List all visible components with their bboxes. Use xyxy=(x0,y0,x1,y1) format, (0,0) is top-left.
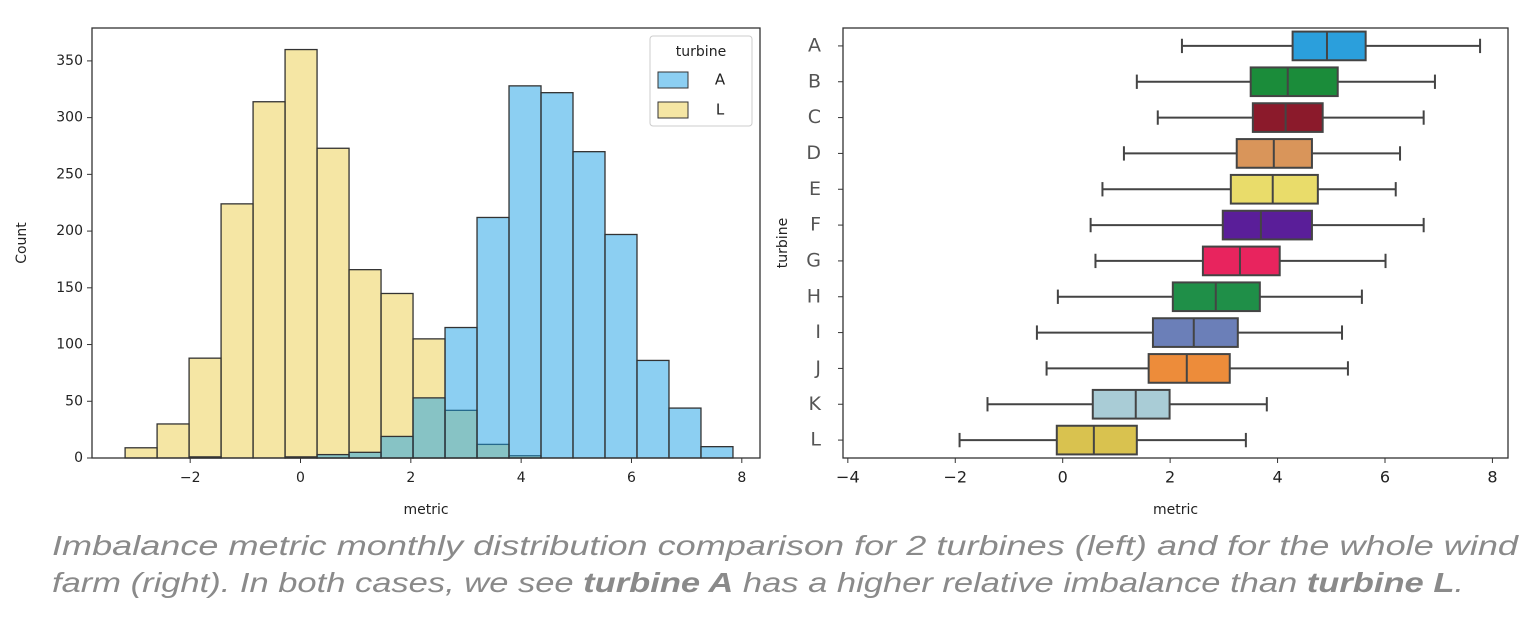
y-tick-label: 350 xyxy=(56,53,83,69)
box xyxy=(1055,424,1138,456)
box xyxy=(1151,317,1239,348)
x-tick-label: 2 xyxy=(406,470,415,486)
caption-emphasis: turbine L xyxy=(1307,567,1455,598)
histogram-bar xyxy=(284,48,318,459)
legend-label: A xyxy=(715,71,726,89)
y-tick-label: E xyxy=(809,178,821,200)
x-tick-label: 6 xyxy=(1380,468,1390,487)
histogram-bar xyxy=(124,447,158,459)
x-tick-label: 0 xyxy=(1058,468,1068,487)
histogram-bar xyxy=(348,269,382,459)
histogram-bar xyxy=(668,407,702,459)
caption-text: . xyxy=(1454,567,1464,598)
y-tick-label: I xyxy=(815,321,821,343)
box xyxy=(1201,245,1281,277)
y-tick-label: F xyxy=(810,214,821,236)
legend-swatch xyxy=(657,101,689,119)
box xyxy=(1091,388,1171,420)
y-tick-label: L xyxy=(810,429,821,451)
y-tick-label: 200 xyxy=(56,223,83,239)
y-tick-label: A xyxy=(808,34,821,56)
histogram-bar xyxy=(316,147,350,459)
histogram-bar xyxy=(252,101,286,459)
histogram-bar xyxy=(380,435,414,459)
y-tick-label: B xyxy=(808,70,821,92)
y-tick-label: 150 xyxy=(56,280,83,296)
y-tick-label: H xyxy=(807,285,821,307)
legend-title: turbine xyxy=(676,44,726,60)
legend-swatch xyxy=(657,71,689,89)
plot-frame xyxy=(91,27,761,459)
box xyxy=(1249,66,1339,98)
histogram-bar xyxy=(380,292,414,459)
x-tick-label: 0 xyxy=(296,470,305,486)
y-tick-label: 0 xyxy=(74,450,83,466)
caption-line: farm (right). In both cases, we see turb… xyxy=(52,567,1464,598)
x-tick-label: 8 xyxy=(737,470,746,486)
box xyxy=(1221,209,1313,241)
x-tick-label: −2 xyxy=(180,470,201,486)
x-tick-label: 8 xyxy=(1487,468,1497,487)
histogram-bar xyxy=(412,397,446,459)
box xyxy=(1229,173,1319,205)
y-tick-label: 100 xyxy=(56,337,83,353)
histogram-bar xyxy=(508,85,542,459)
caption-text: Imbalance metric monthly distribution co… xyxy=(52,530,1520,561)
caption-text: has a higher relative imbalance than xyxy=(733,567,1306,598)
y-tick-label: 250 xyxy=(56,166,83,182)
x-tick-label: 6 xyxy=(627,470,636,486)
caption-text: farm (right). In both cases, we see xyxy=(52,567,583,598)
x-axis-label: metric xyxy=(1153,502,1198,518)
x-tick-label: 4 xyxy=(517,470,526,486)
histogram-bar xyxy=(220,203,254,459)
caption-line: Imbalance metric monthly distribution co… xyxy=(52,530,1520,561)
y-tick-label: 50 xyxy=(65,393,83,409)
caption-emphasis: turbine A xyxy=(583,567,733,598)
y-tick-label: K xyxy=(809,393,822,415)
plot-frame xyxy=(842,27,1509,459)
y-axis-label: turbine xyxy=(775,218,791,268)
y-tick-label: J xyxy=(814,357,821,379)
histogram-bar xyxy=(604,233,638,459)
x-tick-label: 4 xyxy=(1272,468,1282,487)
histogram-bar xyxy=(700,446,734,459)
box xyxy=(1291,30,1367,62)
x-tick-label: −4 xyxy=(836,468,860,487)
x-tick-label: −2 xyxy=(943,468,967,487)
legend-label: L xyxy=(716,101,725,119)
histogram-bar xyxy=(348,451,382,459)
x-tick-label: 2 xyxy=(1165,468,1175,487)
box xyxy=(1251,102,1324,133)
histogram-bar xyxy=(156,423,190,459)
histogram-bar xyxy=(444,326,478,459)
y-axis-label: Count xyxy=(14,222,30,264)
y-tick-label: G xyxy=(806,249,821,271)
histogram-bar xyxy=(540,92,574,459)
y-tick-label: D xyxy=(806,142,821,164)
histogram-bar xyxy=(572,151,606,459)
x-axis-label: metric xyxy=(403,502,448,518)
y-tick-label: C xyxy=(808,106,821,128)
box xyxy=(1147,353,1231,384)
histogram-bar xyxy=(636,359,670,459)
histogram-bar xyxy=(476,216,510,459)
histogram-bar xyxy=(188,357,222,459)
y-tick-label: 300 xyxy=(56,110,83,126)
